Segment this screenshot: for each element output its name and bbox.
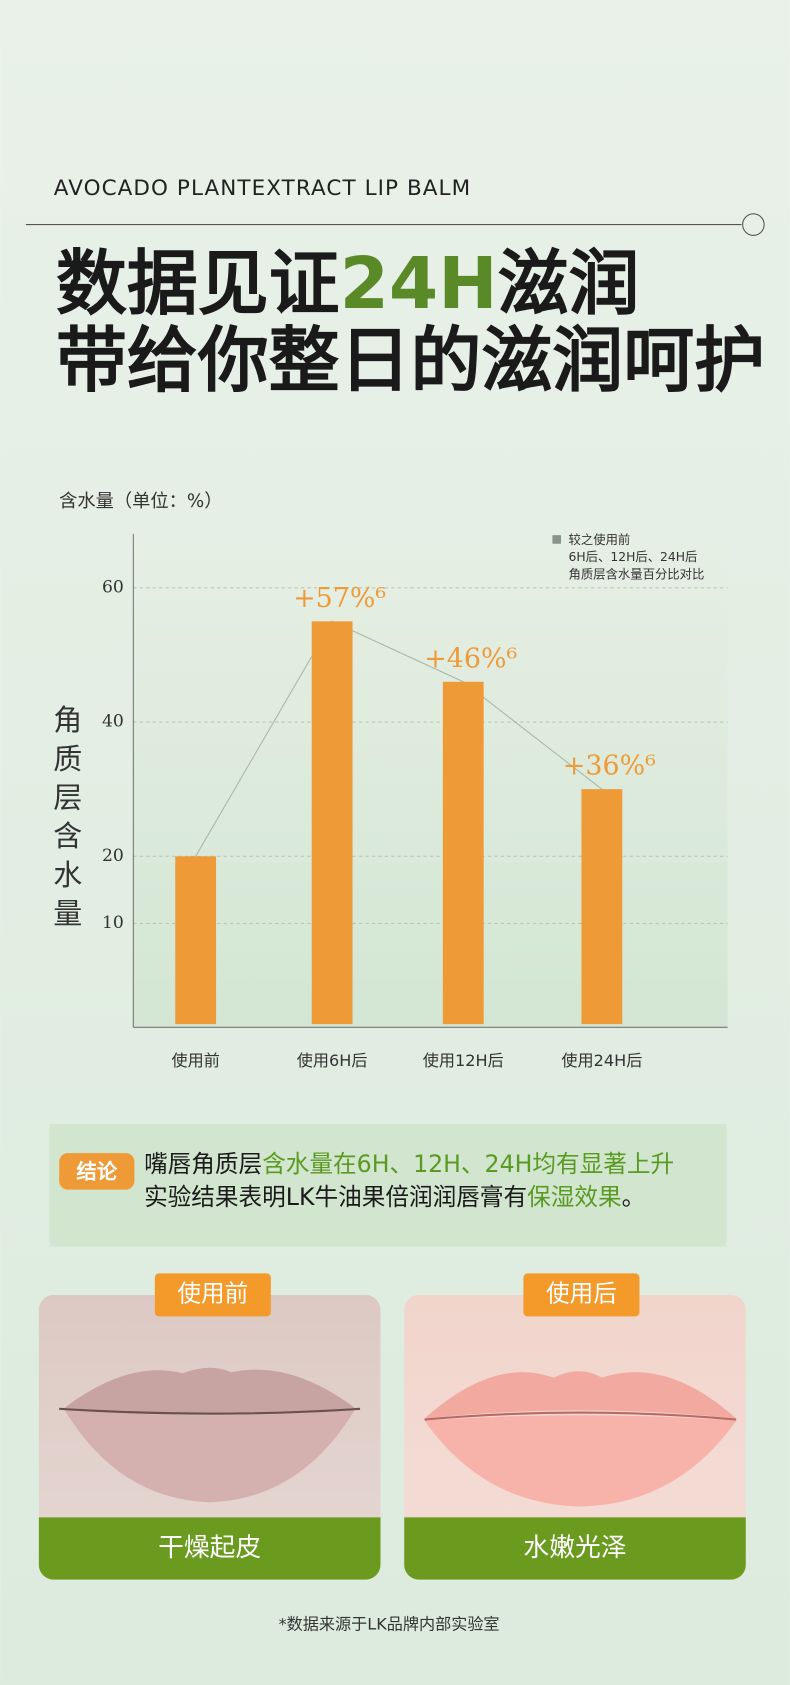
title: 带给你整日的滋润呵护: [56, 319, 765, 402]
chart-area: [133, 534, 728, 1028]
conclusion-text: 嘴唇角质层含水量在6H、12H、24H均有显著上升: [144, 1149, 674, 1177]
annotation: +46%⁶: [424, 643, 517, 674]
after-label: 使用后: [546, 1279, 617, 1307]
x-tick-label: 使用12H后: [423, 1051, 504, 1070]
trend-line: [195, 620, 603, 857]
bar: [442, 681, 484, 1025]
divider-dot: [742, 213, 765, 236]
legend-text: 6H后、12H后、24H后: [569, 550, 698, 564]
after-label-box: [523, 1273, 640, 1317]
annotation: +36%⁶: [563, 751, 656, 782]
conclusion-tag-text: 结论: [76, 1159, 117, 1183]
bar: [581, 789, 623, 1025]
unit-label: 含水量（单位：%）: [59, 491, 222, 512]
legend-text: 角质层含水量百分比对比: [569, 566, 705, 581]
legend-text: 较之使用前: [569, 532, 631, 547]
before-panel: [38, 1294, 381, 1580]
before-caption: 干燥起皮: [158, 1533, 261, 1563]
conclusion-tag: [59, 1153, 135, 1190]
y-tick-label: 10: [102, 913, 124, 933]
x-tick-label: 使用6H后: [297, 1051, 368, 1070]
bar: [175, 856, 217, 1025]
subtitle: AVOCADO PLANTEXTRACT LIP BALM: [54, 176, 471, 201]
x-tick-label: 使用前: [171, 1051, 219, 1070]
y-tick-label: 40: [102, 712, 124, 732]
y-axis-title: 角质层含水量: [53, 703, 82, 930]
chart: 含水量（单位：%） 角质层含水量 10 20 40 60 使用前 使用6H后 使用12H后 使用2…: [53, 491, 728, 1070]
conclusion-text: 实验结果表明LK牛油果倍润润唇膏有保湿效果。: [144, 1183, 645, 1211]
y-tick-label: 60: [102, 577, 124, 597]
legend-swatch: [552, 535, 562, 544]
before-label: 使用前: [177, 1279, 248, 1307]
conclusion-box: [49, 1124, 727, 1247]
annotation: +57%⁶: [293, 583, 386, 614]
after-caption: 水嫩光泽: [523, 1533, 626, 1563]
title: 数据见证24H滋润: [56, 242, 639, 325]
y-tick-label: 20: [102, 846, 124, 866]
footnote: *数据来源于LK品牌内部实验室: [279, 1614, 500, 1633]
after-panel: [404, 1294, 746, 1580]
before-label-box: [154, 1273, 271, 1317]
bar: [311, 621, 353, 1025]
x-tick-label: 使用24H后: [561, 1051, 642, 1070]
